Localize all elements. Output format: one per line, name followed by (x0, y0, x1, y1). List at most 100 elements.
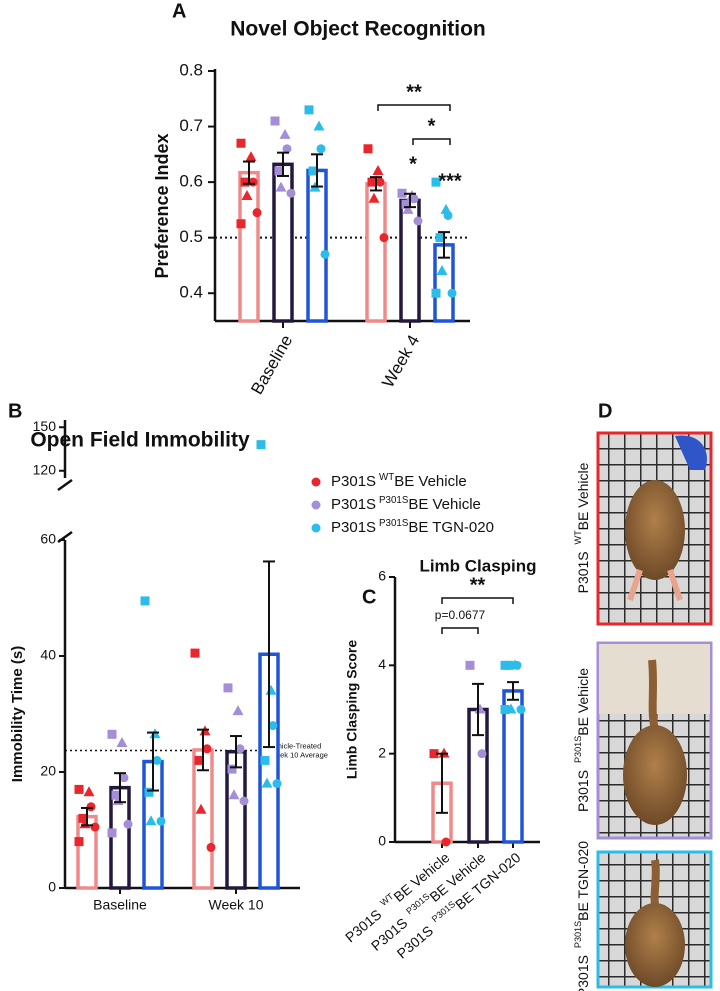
legend-marker (311, 500, 321, 510)
data-point (516, 705, 526, 714)
chart-title: Novel Object Recognition (230, 18, 486, 41)
x-tick-label: Week 10 (209, 897, 264, 913)
significance-bracket (441, 627, 479, 634)
y-tick-label: 0.4 (179, 283, 203, 302)
chart-title: Open Field Immobility (30, 429, 250, 452)
data-point (372, 165, 384, 175)
data-point (195, 803, 207, 814)
y-tick-label: 0.5 (179, 227, 203, 246)
y-tick-label: 2 (378, 744, 386, 760)
x-tick-label: Week 4 (378, 332, 423, 391)
data-point (145, 815, 157, 826)
y-tick-label: 0.7 (179, 116, 203, 135)
data-point (156, 816, 166, 826)
data-point (279, 128, 291, 139)
y-axis-label: Immobility Time (s) (9, 646, 26, 782)
data-point (435, 233, 445, 243)
significance-bracket (412, 138, 451, 145)
y-tick-label: 150 (33, 418, 57, 434)
data-point (500, 705, 510, 714)
data-point (512, 660, 522, 670)
data-point (116, 737, 128, 747)
photo-caption-rest: BE Vehicle (575, 668, 591, 736)
data-point (447, 288, 457, 298)
photo-2 (596, 641, 713, 840)
data-point (223, 683, 233, 693)
data-point (83, 786, 95, 797)
legend-label: P301S P301SBE Vehicle (331, 494, 481, 513)
data-point (304, 105, 314, 115)
annotation: ** (470, 574, 486, 596)
axis-break (57, 478, 73, 492)
y-tick-label: 20 (40, 763, 56, 779)
legend-marker (311, 477, 321, 487)
data-point (397, 188, 407, 198)
data-point (236, 138, 246, 148)
photo-caption-rest: BE Vehicle (575, 462, 591, 530)
bar (306, 168, 328, 323)
legend-label-rest: BE Vehicle (408, 496, 481, 513)
y-tick-label: 6 (378, 568, 386, 584)
data-point (441, 837, 451, 847)
photo-caption-base: P301S (575, 766, 591, 812)
data-point (260, 755, 270, 765)
data-point (320, 249, 330, 259)
data-point (78, 813, 88, 823)
significance-bracket (377, 104, 451, 111)
reference-label: Week 10 Average (269, 751, 328, 760)
data-point (431, 288, 441, 298)
data-point (402, 203, 414, 214)
legend-label-sup: P301S (379, 494, 409, 505)
photo-caption-rest: BE TGN-020 (575, 841, 591, 921)
panel-label: A (172, 0, 186, 22)
data-point (275, 181, 287, 192)
y-tick-label: 0.8 (179, 60, 203, 79)
data-point (308, 166, 318, 176)
panel-label: D (598, 400, 612, 422)
data-point (107, 729, 117, 739)
legend-label-rest: BE TGN-020 (408, 519, 494, 536)
photo-caption-base: P301S (575, 951, 591, 991)
photo-caption-sup: P301S (574, 921, 584, 948)
data-point (190, 648, 200, 658)
panel-label: C (362, 586, 376, 608)
data-point (256, 440, 266, 450)
data-point (270, 116, 280, 126)
photo-1 (596, 431, 713, 626)
data-point (409, 194, 419, 204)
data-point (123, 819, 133, 829)
data-point (274, 166, 284, 176)
data-point (236, 219, 246, 229)
data-point (272, 779, 282, 789)
data-point (228, 789, 240, 800)
legend-label-base: P301S (331, 496, 376, 513)
panel-label: B (8, 400, 22, 422)
data-point (232, 705, 244, 716)
data-point (144, 787, 154, 797)
data-point (313, 120, 325, 131)
y-tick-label: 120 (33, 461, 57, 477)
data-point (245, 151, 257, 162)
data-point (436, 265, 448, 275)
reference-label: Vehicle-Treated (269, 742, 321, 751)
data-point (202, 744, 212, 754)
data-point (443, 210, 453, 220)
y-tick-label: 0 (48, 879, 56, 895)
legend-marker (311, 523, 321, 533)
photo-caption: P301S P301SBE TGN-020 (574, 841, 591, 991)
data-point (111, 790, 121, 800)
data-point (379, 233, 389, 243)
data-point (363, 144, 373, 154)
data-point (86, 802, 96, 812)
annotation: * (428, 115, 436, 137)
data-point (401, 199, 411, 209)
legend-label-sup: WT (379, 471, 394, 482)
y-tick-label: 4 (378, 656, 386, 672)
data-point (504, 660, 514, 670)
legend-label-sup: P301S (379, 517, 409, 528)
data-point (268, 721, 278, 731)
data-point (227, 764, 237, 774)
y-tick-label: 0.6 (179, 172, 203, 191)
data-point (367, 177, 377, 187)
data-point (90, 822, 100, 832)
